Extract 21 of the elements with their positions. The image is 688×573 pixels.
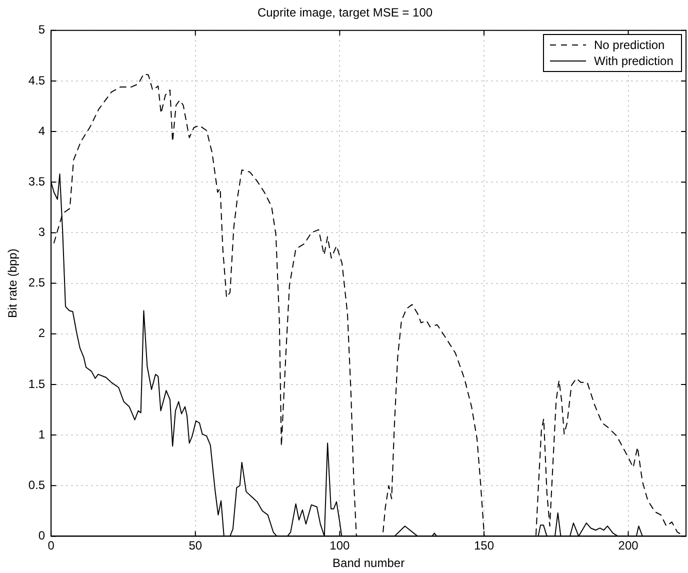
y-tick-label: 4.5 bbox=[28, 73, 46, 88]
y-tick-label: 2.5 bbox=[28, 276, 46, 290]
y-tick-label: 0 bbox=[38, 528, 46, 543]
legend-label: No prediction bbox=[594, 37, 665, 54]
chart-title: Cuprite image, target MSE = 100 bbox=[257, 6, 433, 20]
y-axis-title: Bit rate (bpp) bbox=[6, 248, 20, 318]
x-tick-label: 0 bbox=[48, 538, 55, 553]
y-tick-label: 2 bbox=[38, 326, 46, 340]
x-tick-label: 100 bbox=[330, 538, 350, 553]
y-tick-label: 3.5 bbox=[28, 174, 46, 188]
y-tick-label: 4 bbox=[38, 124, 46, 138]
x-tick-label: 50 bbox=[188, 538, 202, 553]
legend-label: With prediction bbox=[594, 53, 674, 70]
y-tick-label: 1.5 bbox=[28, 376, 46, 391]
x-tick-label: 200 bbox=[618, 538, 639, 553]
y-tick-label: 1 bbox=[38, 427, 46, 442]
y-tick-label: 3 bbox=[38, 225, 46, 240]
x-axis-title: Band number bbox=[332, 556, 405, 570]
x-tick-label: 150 bbox=[474, 538, 494, 553]
y-tick-label: 0.5 bbox=[28, 478, 46, 492]
y-tick-label: 5 bbox=[38, 22, 46, 37]
